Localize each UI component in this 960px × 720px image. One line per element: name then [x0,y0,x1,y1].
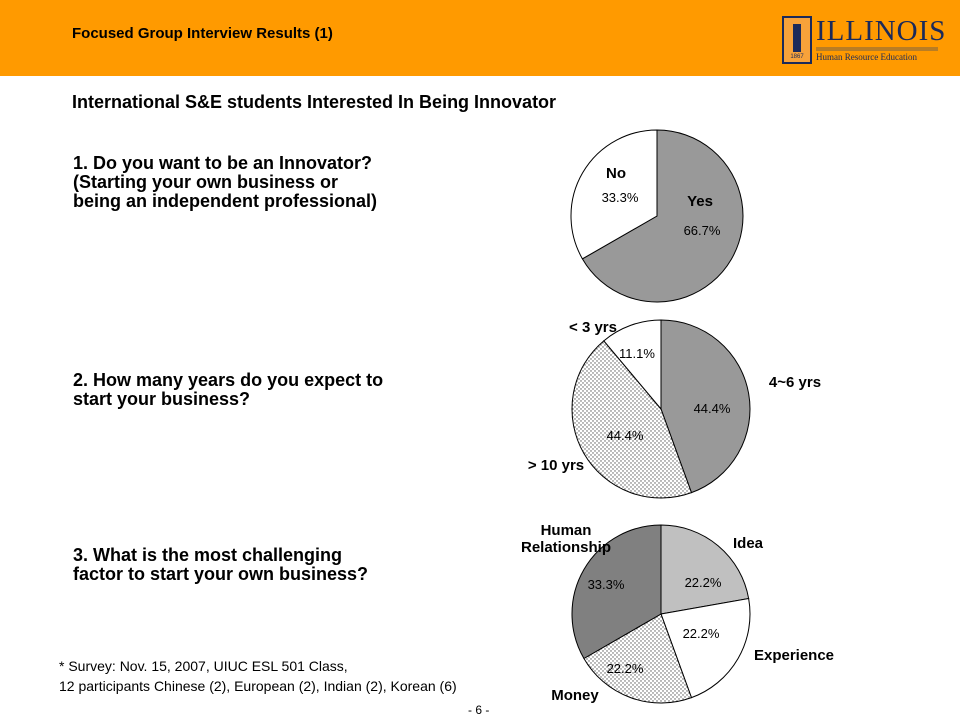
question-2: 2. How many years do you expect to start… [73,370,384,409]
page-number: - 6 - [468,703,490,717]
pie-slice-yes [581,129,744,303]
slice-percent-label: 44.4% [694,401,731,416]
illinois-logo: 1867 ILLINOIS Human Resource Education [782,16,945,66]
logo-divider [816,47,938,51]
pie-slice-no [570,129,658,260]
pie-slice--10-yrs [571,340,693,499]
slice-percent-label: 22.2% [685,575,722,590]
slice-percent-label: 33.3% [588,577,625,592]
pie-slice-experience [660,597,751,699]
slice-label: Human Relationship [521,522,611,556]
illinois-block-i-icon: 1867 [782,16,812,64]
logo-year: 1867 [790,54,804,60]
question-3: 3. What is the most challenging factor t… [73,545,369,584]
pie-slice-human-relationship [571,524,662,660]
slice-label: No [606,165,626,182]
slice-label: < 3 yrs [569,319,617,336]
page-subtitle: International S&E students Interested In… [72,92,557,112]
slice-label: Yes [687,193,713,210]
header-bar: Focused Group Interview Results (1) 1867… [0,0,960,76]
pie-slice-idea [660,524,750,615]
logo-name: ILLINOIS [816,15,947,47]
question-1: 1. Do you want to be an Innovator? (Star… [73,153,378,211]
survey-footnote: * Survey: Nov. 15, 2007, UIUC ESL 501 Cl… [59,658,457,694]
slice-percent-label: 66.7% [684,223,721,238]
pie-slice-money [583,613,693,704]
logo-dept: Human Resource Education [816,52,917,62]
slice-percent-label: 33.3% [602,190,639,205]
slice-percent-label: 22.2% [683,626,720,641]
slice-label: Money [551,687,599,704]
slice-label: > 10 yrs [528,457,584,474]
slice-percent-label: 11.1% [619,346,655,361]
header-title: Focused Group Interview Results (1) [72,25,333,42]
slice-label: Idea [733,535,764,552]
slice-label: Experience [754,647,834,664]
slice-percent-label: 22.2% [607,661,644,676]
slice-label: 4~6 yrs [769,374,821,391]
slice-percent-label: 44.4% [607,428,644,443]
pie-slice-4-6-yrs [660,319,751,494]
pie-slice--3-yrs [603,319,662,411]
